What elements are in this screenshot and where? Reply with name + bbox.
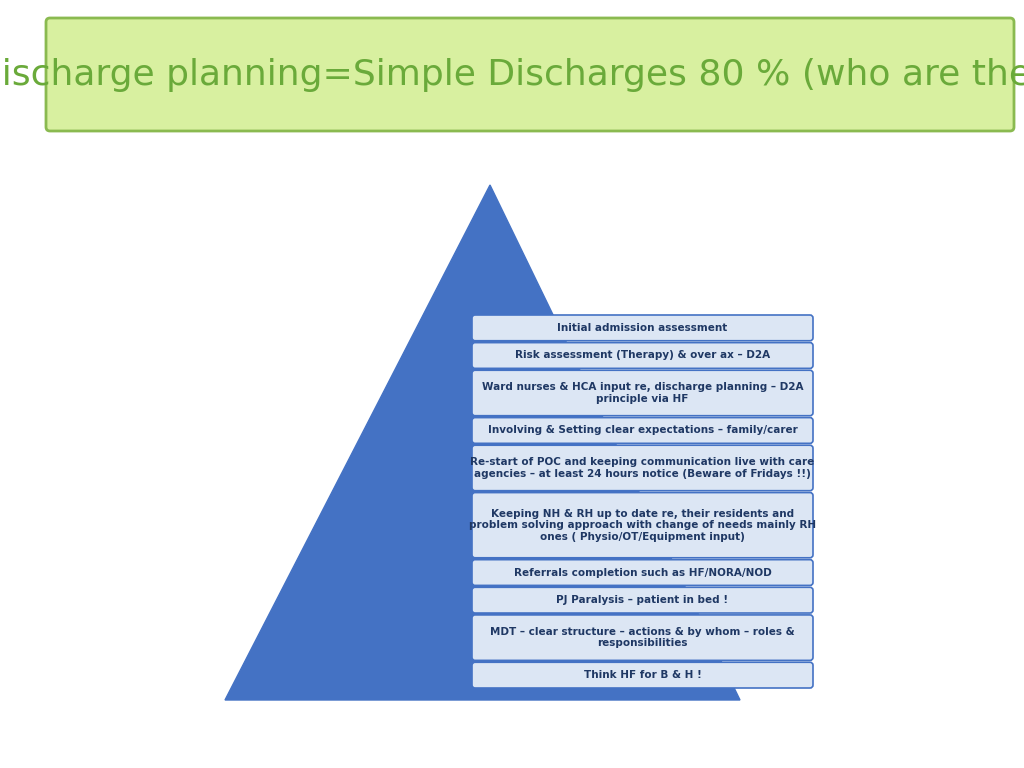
Text: MDT – clear structure – actions & by whom – roles &
responsibilities: MDT – clear structure – actions & by who…: [490, 627, 795, 648]
Text: Discharge planning=Simple Discharges 80 % (who are they?): Discharge planning=Simple Discharges 80 …: [0, 58, 1024, 91]
Polygon shape: [225, 185, 740, 700]
FancyBboxPatch shape: [472, 588, 813, 613]
FancyBboxPatch shape: [46, 18, 1014, 131]
Text: Re-start of POC and keeping communication live with care
agencies – at least 24 : Re-start of POC and keeping communicatio…: [470, 457, 815, 478]
FancyBboxPatch shape: [472, 492, 813, 558]
Text: Involving & Setting clear expectations – family/carer: Involving & Setting clear expectations –…: [487, 425, 798, 435]
Text: Keeping NH & RH up to date re, their residents and
problem solving approach with: Keeping NH & RH up to date re, their res…: [469, 508, 816, 541]
Text: Initial admission assessment: Initial admission assessment: [557, 323, 728, 333]
FancyBboxPatch shape: [472, 615, 813, 660]
Text: Referrals completion such as HF/NORA/NOD: Referrals completion such as HF/NORA/NOD: [514, 568, 771, 578]
Text: Ward nurses & HCA input re, discharge planning – D2A
principle via HF: Ward nurses & HCA input re, discharge pl…: [481, 382, 803, 404]
FancyBboxPatch shape: [472, 662, 813, 688]
Text: Think HF for B & H !: Think HF for B & H !: [584, 670, 701, 680]
Text: Risk assessment (Therapy) & over ax – D2A: Risk assessment (Therapy) & over ax – D2…: [515, 350, 770, 360]
FancyBboxPatch shape: [472, 560, 813, 585]
Text: PJ Paralysis – patient in bed !: PJ Paralysis – patient in bed !: [556, 595, 728, 605]
FancyBboxPatch shape: [472, 315, 813, 341]
FancyBboxPatch shape: [472, 370, 813, 415]
FancyBboxPatch shape: [472, 418, 813, 443]
FancyBboxPatch shape: [472, 445, 813, 491]
FancyBboxPatch shape: [472, 343, 813, 369]
